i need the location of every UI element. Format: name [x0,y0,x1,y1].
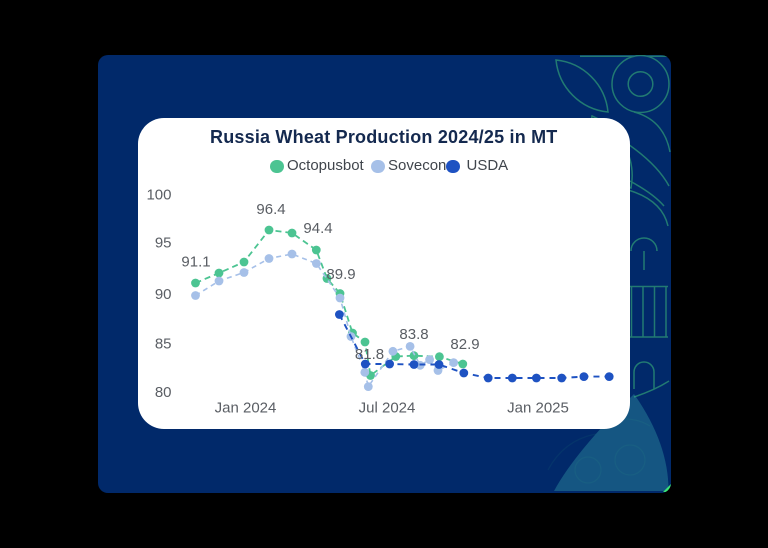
svg-text:82.9: 82.9 [450,336,479,353]
svg-text:94.4: 94.4 [303,220,332,237]
svg-text:91.1: 91.1 [181,254,210,271]
svg-text:90: 90 [155,286,172,303]
svg-text:96.4: 96.4 [256,201,285,218]
svg-text:Jan 2024: Jan 2024 [215,400,277,417]
svg-text:85: 85 [155,336,172,353]
svg-text:Jan 2025: Jan 2025 [507,400,569,417]
svg-text:Jul 2024: Jul 2024 [359,400,416,417]
svg-text:81.8: 81.8 [355,346,384,363]
svg-text:95: 95 [155,235,172,252]
svg-text:80: 80 [155,384,172,401]
svg-text:89.9: 89.9 [326,266,355,283]
svg-text:83.8: 83.8 [399,326,428,343]
svg-text:100: 100 [146,187,171,204]
